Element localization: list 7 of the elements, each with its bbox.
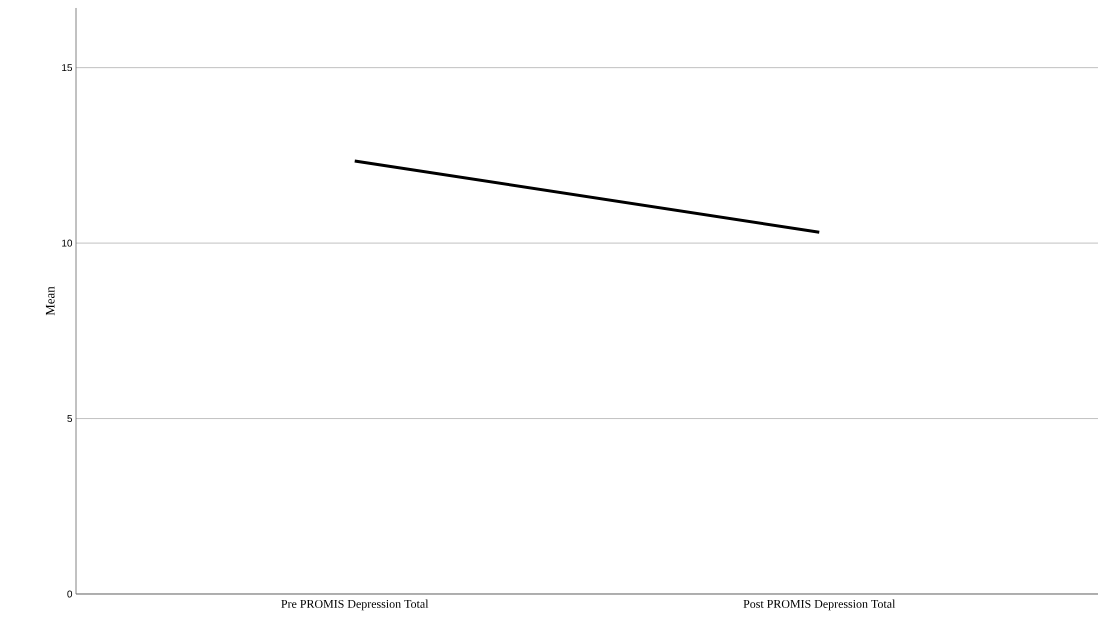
y-tick-label: 0 bbox=[67, 590, 73, 598]
y-tick-label: 5 bbox=[67, 415, 73, 423]
y-tick-label: 10 bbox=[62, 239, 73, 247]
x-tick-label: Pre PROMIS Depression Total bbox=[281, 599, 429, 611]
y-axis-title: Mean bbox=[45, 286, 55, 316]
x-tick-label: Post PROMIS Depression Total bbox=[743, 599, 896, 611]
y-tick-label: 15 bbox=[62, 64, 73, 72]
